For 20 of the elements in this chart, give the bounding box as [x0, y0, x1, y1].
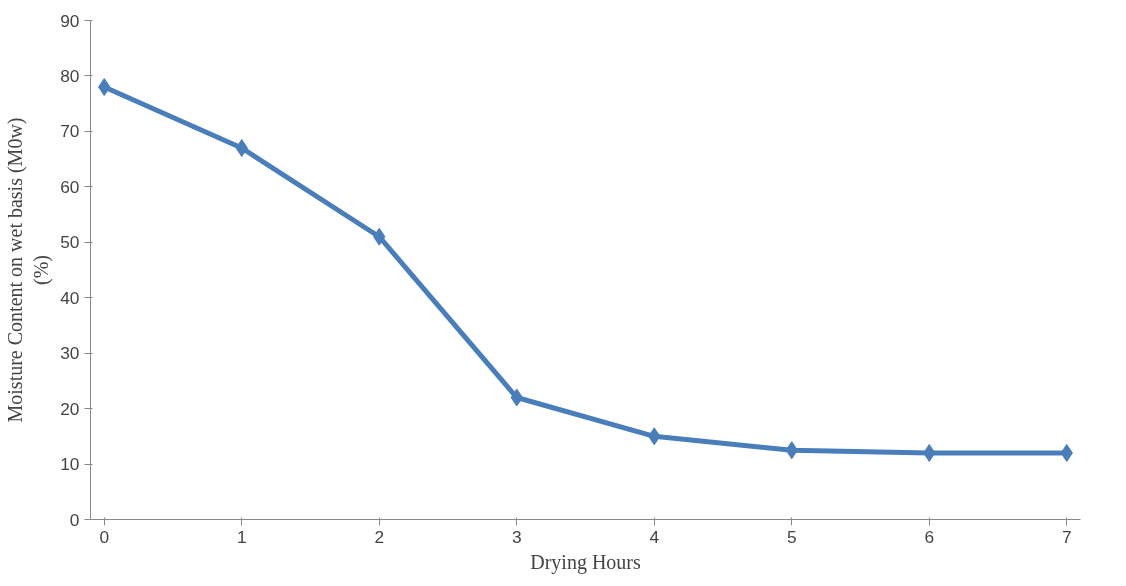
y-tick-label: 0	[69, 509, 80, 530]
y-tick-label: 40	[60, 287, 80, 308]
y-tick-label: 50	[60, 232, 80, 253]
y-tick-label: 10	[60, 454, 80, 475]
y-axis-title: Moisture Content on wet basis (M0w) (%)	[3, 117, 54, 423]
y-tick-label: 90	[60, 10, 80, 31]
x-tick-label: 0	[99, 526, 110, 547]
y-tick-label: 80	[60, 65, 80, 86]
x-tick-label: 4	[649, 526, 660, 547]
x-axis-title: Drying Hours	[530, 550, 641, 574]
y-tick-label: 20	[60, 398, 80, 419]
x-tick-label: 2	[374, 526, 385, 547]
x-tick-label: 6	[924, 526, 935, 547]
x-tick-label: 7	[1061, 526, 1072, 547]
y-tick-label: 60	[60, 176, 80, 197]
y-tick-label: 70	[60, 121, 80, 142]
x-tick-label: 3	[511, 526, 522, 547]
x-tick-label: 5	[786, 526, 797, 547]
x-tick-label: 1	[236, 526, 247, 547]
y-tick-label: 30	[60, 343, 80, 364]
